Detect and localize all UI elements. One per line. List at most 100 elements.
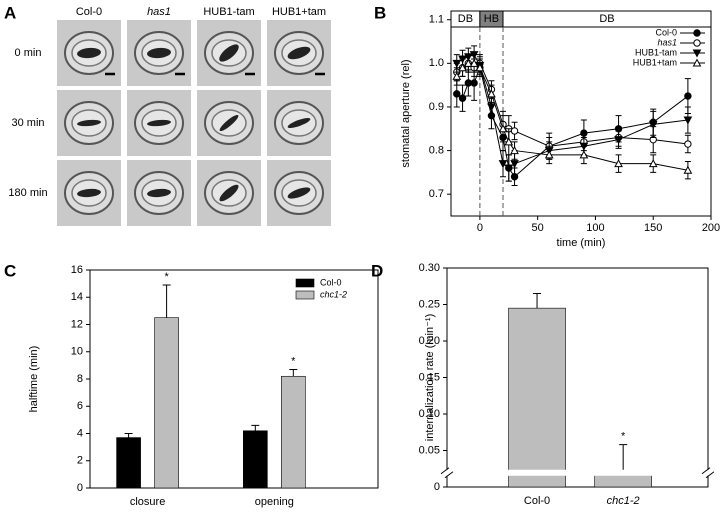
pore — [219, 44, 239, 62]
data-point — [579, 150, 589, 159]
plot-frame — [446, 267, 709, 488]
data-point — [487, 89, 496, 98]
data-point — [452, 71, 462, 80]
y-tick-label: 0.20 — [419, 335, 440, 347]
x-axis-label: time (min) — [557, 237, 606, 249]
y-tick-label: 0.30 — [419, 262, 440, 274]
column-header: has1 — [147, 6, 171, 18]
data-point — [648, 120, 658, 129]
y-tick-label: 0 — [434, 481, 440, 493]
data-point — [692, 49, 702, 58]
data-point — [458, 94, 467, 102]
x-tick-label: Col-0 — [524, 495, 550, 507]
x-tick-label: closure — [130, 496, 165, 508]
y-tick-label: 4 — [77, 427, 83, 439]
legend-label: has1 — [657, 37, 677, 47]
error-bar — [124, 433, 133, 438]
data-point — [470, 79, 478, 87]
y-tick-label: 0.10 — [419, 408, 440, 420]
row-label: 0 min — [15, 47, 42, 59]
bar — [116, 437, 141, 489]
data-point — [504, 164, 514, 173]
data-point — [684, 92, 692, 100]
data-point — [648, 159, 658, 168]
bar — [243, 430, 268, 489]
y-tick-label: 1.1 — [429, 14, 444, 26]
error-bar — [289, 368, 298, 377]
band-label: HB — [484, 13, 499, 25]
pore — [77, 47, 101, 59]
pore — [77, 188, 101, 198]
y-tick-label: 14 — [71, 291, 83, 303]
pore — [219, 184, 239, 202]
y-tick-label: 8 — [77, 373, 83, 385]
x-tick-label: chc1-2 — [607, 495, 640, 507]
legend-label: HUB1-tam — [635, 47, 677, 57]
y-tick-label: 0 — [77, 482, 83, 494]
data-point — [693, 39, 701, 47]
data-point — [475, 63, 485, 72]
error-bar — [533, 293, 542, 309]
panel-letter: A — [4, 3, 16, 22]
y-tick-label: 0.25 — [419, 298, 440, 310]
data-point — [487, 103, 496, 112]
data-point — [510, 127, 519, 135]
legend-label: Col-0 — [320, 277, 342, 287]
row-label: 180 min — [8, 187, 47, 199]
data-point — [683, 165, 693, 174]
y-axis-label: stomatal aperture (rel) — [400, 59, 412, 167]
data-point — [693, 29, 701, 37]
y-tick-label: 0.7 — [429, 188, 444, 200]
x-tick-label: 100 — [586, 222, 604, 234]
legend-label: chc1-2 — [320, 289, 347, 299]
significance-mark: * — [621, 431, 626, 443]
data-point — [614, 136, 623, 145]
axis-break-mark — [701, 467, 715, 479]
data-point — [510, 146, 519, 155]
y-tick-label: 0.05 — [419, 444, 440, 456]
error-bar — [251, 424, 260, 431]
treatment-band — [502, 10, 712, 28]
axis-break-gap — [448, 469, 707, 476]
band-label: DB — [458, 13, 473, 25]
data-point — [684, 140, 692, 148]
y-tick-label: 1.0 — [429, 57, 444, 69]
y-tick-label: 0.9 — [429, 101, 444, 113]
y-tick-label: 16 — [71, 264, 83, 276]
x-tick-label: 150 — [644, 222, 662, 234]
data-point — [458, 63, 467, 72]
data-point — [453, 90, 461, 98]
axis-break-gap — [704, 469, 712, 476]
data-point — [544, 150, 554, 159]
error-bar — [619, 444, 628, 473]
pore — [287, 118, 311, 128]
y-tick-label: 12 — [71, 318, 83, 330]
pore — [77, 119, 101, 127]
x-tick-label: 0 — [477, 222, 483, 234]
row-label: 30 min — [11, 117, 44, 129]
legend-label: Col-0 — [655, 27, 677, 37]
legend-swatch — [295, 290, 315, 300]
data-point — [463, 58, 473, 67]
y-axis-label: halftime (min) — [28, 346, 40, 413]
y-tick-label: 6 — [77, 400, 83, 412]
bar — [508, 307, 566, 488]
legend-label: HUB1+tam — [633, 57, 677, 67]
data-point — [452, 59, 462, 68]
pore — [147, 188, 171, 198]
axis-break-gap — [443, 469, 451, 476]
y-tick-label: 0.15 — [419, 371, 440, 383]
data-point — [692, 58, 702, 67]
data-point — [510, 160, 519, 169]
data-point — [498, 124, 508, 133]
column-header: HUB1+tam — [272, 6, 326, 18]
pore — [287, 46, 311, 60]
pore — [287, 187, 311, 199]
y-axis-label: internalization rate (min⁻¹) — [424, 314, 436, 441]
data-point — [469, 58, 479, 67]
significance-mark: * — [291, 355, 296, 367]
x-tick-label: 50 — [532, 222, 544, 234]
error-bar — [162, 284, 171, 318]
y-tick-label: 2 — [77, 455, 83, 467]
